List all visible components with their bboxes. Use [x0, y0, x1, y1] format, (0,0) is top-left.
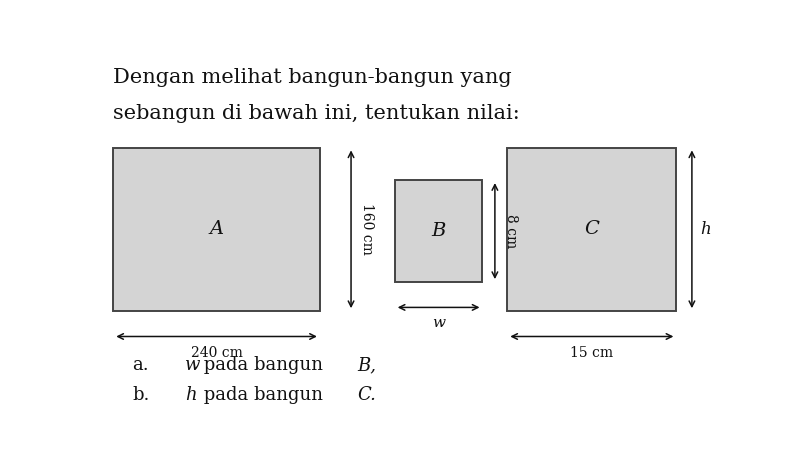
Text: h: h [186, 386, 197, 404]
Text: w: w [432, 317, 445, 330]
Text: b.: b. [132, 386, 149, 404]
Text: 160 cm: 160 cm [360, 203, 374, 255]
Text: 8 cm: 8 cm [504, 214, 517, 248]
Text: a.: a. [132, 356, 148, 374]
Text: w: w [186, 356, 201, 374]
Bar [395, 180, 483, 282]
Text: pada bangun: pada bangun [198, 386, 328, 404]
Text: B,: B, [358, 356, 376, 374]
Text: sebangun di bawah ini, tentukan nilai:: sebangun di bawah ini, tentukan nilai: [113, 104, 521, 123]
Text: C: C [584, 220, 600, 238]
Text: B: B [432, 222, 445, 240]
Text: Dengan melihat bangun-bangun yang: Dengan melihat bangun-bangun yang [113, 67, 512, 86]
Bar [113, 147, 320, 311]
Text: C.: C. [358, 386, 376, 404]
Bar [508, 147, 676, 311]
Text: 240 cm: 240 cm [190, 346, 243, 360]
Text: pada bangun: pada bangun [198, 356, 328, 374]
Text: A: A [210, 220, 224, 238]
Text: 15 cm: 15 cm [571, 346, 613, 360]
Text: h: h [700, 221, 711, 238]
